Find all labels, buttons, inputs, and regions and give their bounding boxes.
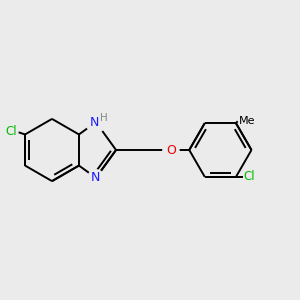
Text: Cl: Cl xyxy=(5,125,17,138)
Text: Cl: Cl xyxy=(243,170,255,183)
Text: Me: Me xyxy=(239,116,255,126)
Text: N: N xyxy=(89,116,99,129)
Circle shape xyxy=(86,112,106,132)
Text: H: H xyxy=(100,113,108,123)
Text: N: N xyxy=(91,171,101,184)
Circle shape xyxy=(88,170,104,186)
Circle shape xyxy=(163,142,179,158)
Text: O: O xyxy=(166,143,176,157)
